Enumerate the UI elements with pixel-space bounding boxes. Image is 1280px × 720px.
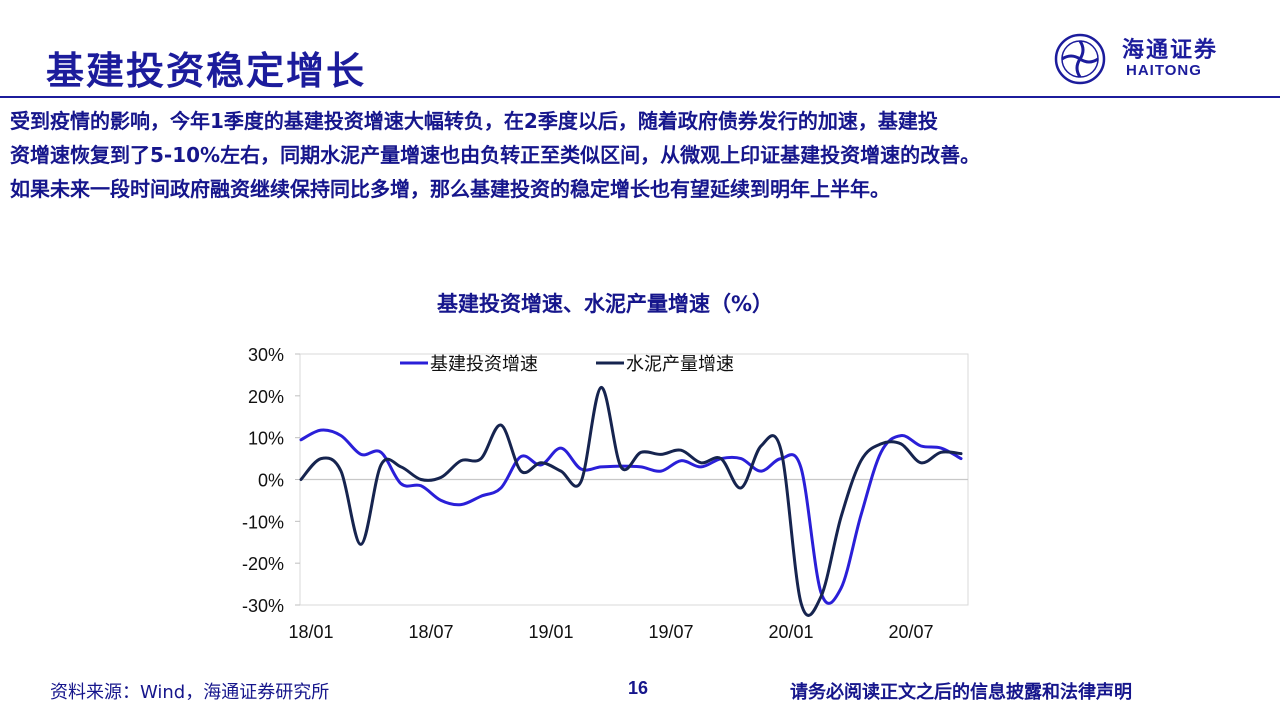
slide-title: 基建投资稳定增长: [46, 48, 367, 93]
chart-title: 基建投资增速、水泥产量增速（%）: [436, 292, 774, 316]
y-tick-label: 20%: [248, 387, 284, 407]
x-tick-label: 18/07: [408, 622, 453, 642]
logo-name-cn: 海通证券: [1122, 37, 1219, 63]
y-tick-label: 0%: [258, 471, 284, 491]
footer-source: 资料来源：Wind，海通证券研究所: [50, 682, 330, 703]
x-tick-label: 20/07: [888, 622, 933, 642]
x-tick-label: 18/01: [288, 622, 333, 642]
y-tick-label: -10%: [242, 512, 284, 532]
footer-disclaimer: 请务必阅读正文之后的信息披露和法律声明: [790, 682, 1132, 703]
legend-label-1: 基建投资增速: [430, 354, 538, 375]
body-line-3: 如果未来一段时间政府融资继续保持同比多增，那么基建投资的稳定增长也有望延续到明年…: [10, 177, 890, 201]
haitong-logo: 海通证券 HAITONG: [1052, 32, 1242, 86]
y-tick-label: -30%: [242, 596, 284, 616]
x-tick-label: 19/01: [528, 622, 573, 642]
title-divider: [0, 96, 1280, 98]
series-line-2: [299, 385, 963, 617]
slide-body: 受到疫情的影响，今年1季度的基建投资增速大幅转负，在2季度以后，随着政府债券发行…: [10, 104, 1275, 206]
y-tick-label: 10%: [248, 429, 284, 449]
haitong-logo-icon: [1054, 33, 1106, 85]
legend-label-2: 水泥产量增速: [626, 354, 734, 375]
body-line-1: 受到疫情的影响，今年1季度的基建投资增速大幅转负，在2季度以后，随着政府债券发行…: [10, 109, 938, 133]
series-line-1: [299, 428, 963, 605]
y-tick-label: -20%: [242, 554, 284, 574]
x-tick-label: 20/01: [768, 622, 813, 642]
logo-name-en: HAITONG: [1126, 62, 1202, 79]
page-number: 16: [628, 678, 649, 698]
y-tick-label: 30%: [248, 345, 284, 365]
body-line-2: 资增速恢复到了5-10%左右，同期水泥产量增速也由负转正至类似区间，从微观上印证…: [10, 143, 981, 167]
x-tick-label: 19/07: [648, 622, 693, 642]
